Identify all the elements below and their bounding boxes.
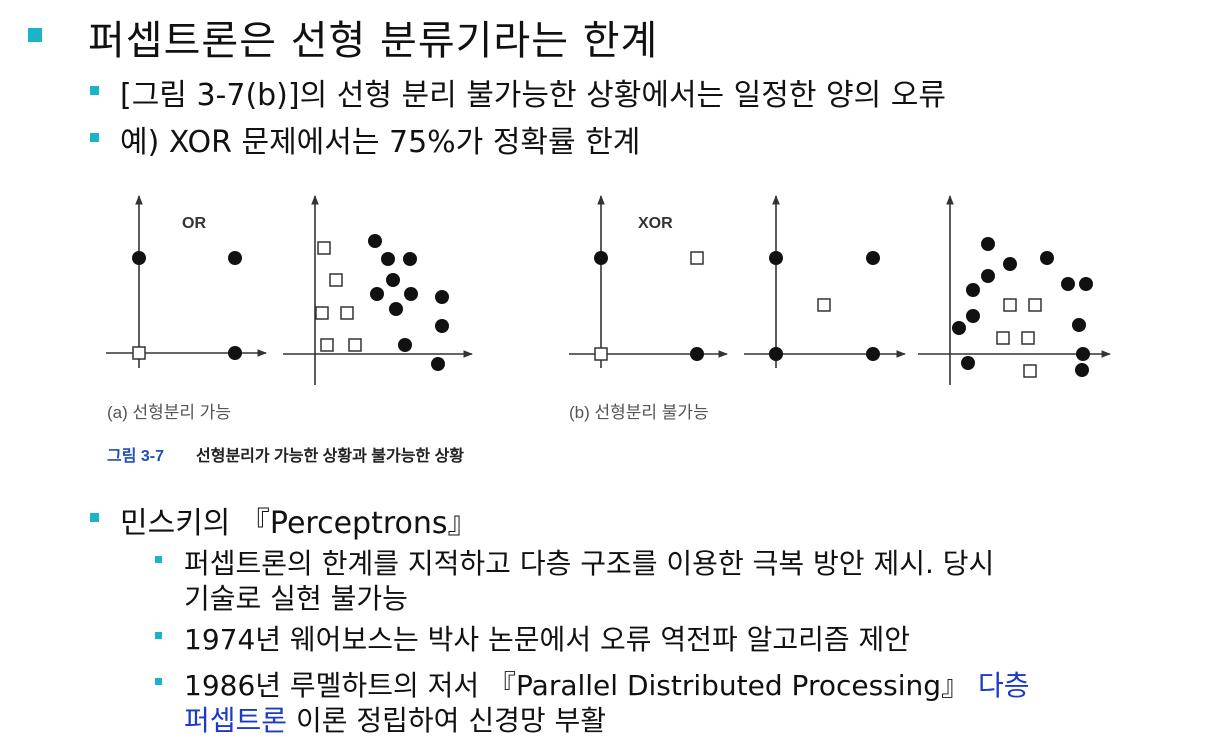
sub-bullet-marker bbox=[155, 678, 162, 685]
point-filled bbox=[952, 321, 966, 335]
point-filled bbox=[435, 290, 449, 304]
point-square bbox=[320, 338, 334, 352]
figure-title: 선형분리가 가능한 상황과 불가능한 상황 bbox=[196, 446, 464, 465]
point-filled bbox=[690, 347, 704, 361]
caption-b: (b) 선형분리 불가능 bbox=[569, 403, 709, 422]
title-bullet bbox=[28, 28, 42, 42]
plot-xor: XOR bbox=[569, 195, 728, 368]
point-square bbox=[1021, 331, 1035, 345]
point-filled bbox=[370, 287, 384, 301]
item-rumelhart-line1: 1986년 루멜하트의 저서 『Parallel Distributed Pro… bbox=[184, 664, 1030, 704]
point-filled bbox=[1079, 277, 1093, 291]
point-filled bbox=[435, 319, 449, 333]
bullet-marker bbox=[90, 86, 99, 95]
point-filled bbox=[981, 269, 995, 283]
item-werbos: 1974년 웨어보스는 박사 논문에서 오류 역전파 알고리즘 제안 bbox=[184, 623, 911, 656]
point-square bbox=[317, 241, 331, 255]
point-square bbox=[594, 347, 608, 361]
item-minsky-critique-line2: 기술로 실현 불가능 bbox=[184, 582, 408, 615]
point-square bbox=[315, 306, 329, 320]
highlight-perceptron: 퍼셉트론 bbox=[184, 704, 288, 737]
minsky-heading: 민스키의 『Perceptrons』 bbox=[120, 506, 478, 541]
point-square bbox=[817, 298, 831, 312]
slide-title: 퍼셉트론은 선형 분류기라는 한계 bbox=[88, 18, 659, 64]
point-filled bbox=[966, 283, 980, 297]
rumelhart-text: 1986년 루멜하트의 저서 『Parallel Distributed Pro… bbox=[184, 669, 970, 702]
caption-a: (a) 선형분리 가능 bbox=[107, 403, 231, 422]
rumelhart-text-2: 이론 정립하여 신경망 부활 bbox=[295, 704, 607, 737]
plot-separable-scatter bbox=[283, 195, 473, 385]
point-square bbox=[329, 273, 343, 287]
point-filled bbox=[961, 356, 975, 370]
label-xor: XOR bbox=[638, 215, 673, 232]
point-filled bbox=[386, 273, 400, 287]
point-square bbox=[340, 306, 354, 320]
point-filled bbox=[228, 251, 242, 265]
plot-xor-variant bbox=[744, 195, 906, 368]
point-square bbox=[1023, 364, 1037, 378]
point-filled bbox=[1003, 257, 1017, 271]
point-square bbox=[132, 346, 146, 360]
point-filled bbox=[1076, 347, 1090, 361]
point-filled bbox=[1072, 318, 1086, 332]
plot-nonseparable-scatter bbox=[918, 195, 1111, 385]
point-filled bbox=[228, 346, 242, 360]
item-rumelhart-line2: 퍼셉트론 이론 정립하여 신경망 부활 bbox=[184, 699, 606, 739]
point-filled bbox=[389, 302, 403, 316]
bullet-linear-error: [그림 3-7(b)]의 선형 분리 불가능한 상황에서는 일정한 양의 오류 bbox=[120, 78, 946, 113]
point-filled bbox=[368, 234, 382, 248]
plot-or: OR bbox=[106, 195, 267, 368]
bullet-xor-limit: 예) XOR 문제에서는 75%가 정확률 한계 bbox=[120, 125, 641, 160]
point-filled bbox=[1061, 277, 1075, 291]
point-filled bbox=[769, 251, 783, 265]
point-filled bbox=[866, 347, 880, 361]
point-square bbox=[1003, 298, 1017, 312]
highlight-multilayer: 다층 bbox=[977, 669, 1030, 702]
sub-bullet-marker bbox=[155, 632, 162, 639]
point-square bbox=[996, 331, 1010, 345]
bullet-marker bbox=[90, 133, 99, 142]
bullet-marker bbox=[90, 513, 99, 522]
point-filled bbox=[132, 251, 146, 265]
label-or: OR bbox=[182, 215, 206, 232]
sub-bullet-marker bbox=[155, 556, 162, 563]
point-square bbox=[690, 251, 704, 265]
point-square bbox=[348, 338, 362, 352]
point-filled bbox=[866, 251, 880, 265]
point-filled bbox=[981, 237, 995, 251]
point-filled bbox=[431, 357, 445, 371]
point-filled bbox=[1075, 363, 1089, 377]
point-square bbox=[1028, 298, 1042, 312]
figure-number: 그림 3-7 bbox=[107, 446, 164, 465]
point-filled bbox=[398, 338, 412, 352]
point-filled bbox=[1040, 251, 1054, 265]
point-filled bbox=[769, 347, 783, 361]
point-filled bbox=[404, 287, 418, 301]
point-filled bbox=[966, 309, 980, 323]
point-filled bbox=[594, 251, 608, 265]
item-minsky-critique-line1: 퍼셉트론의 한계를 지적하고 다층 구조를 이용한 극복 방안 제시. 당시 bbox=[184, 547, 995, 580]
point-filled bbox=[403, 252, 417, 266]
point-filled bbox=[381, 252, 395, 266]
